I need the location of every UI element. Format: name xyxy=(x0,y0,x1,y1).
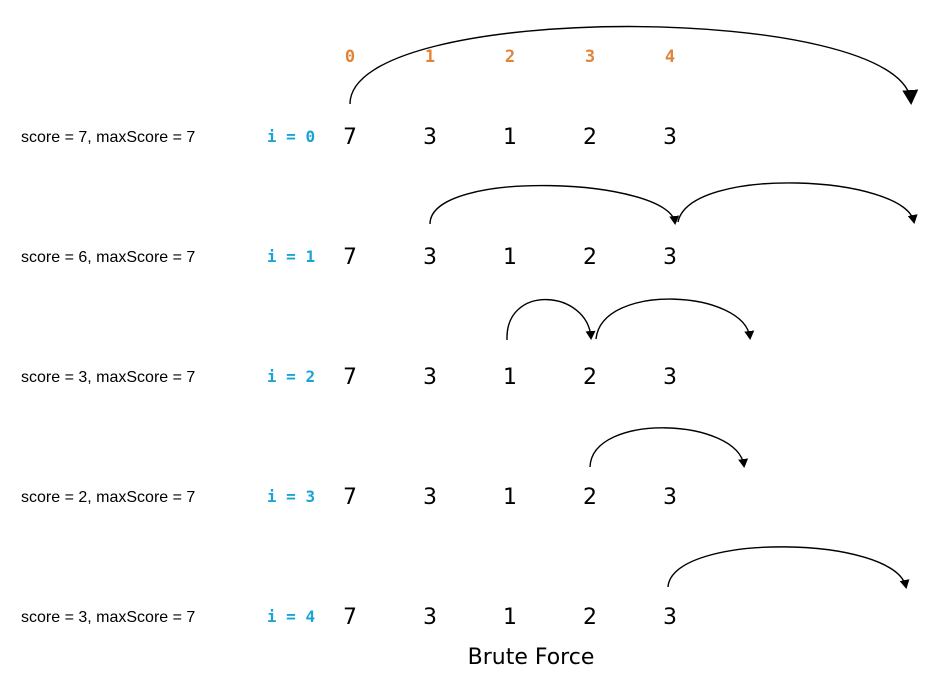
array-value: 7 xyxy=(343,605,357,630)
index-header: 0 1 2 3 4 xyxy=(345,47,675,67)
array-value: 3 xyxy=(423,365,437,390)
array-value: 1 xyxy=(503,485,517,510)
jump-arrow xyxy=(589,427,749,468)
index-label: 0 xyxy=(345,47,355,67)
array-value: 2 xyxy=(583,245,597,270)
row-i-4: score = 3, maxScore = 7 i = 4 7 3 1 2 3 xyxy=(21,546,910,630)
array-value: 3 xyxy=(663,125,677,150)
array-value: 2 xyxy=(583,485,597,510)
index-label: 2 xyxy=(505,47,515,67)
jump-arrow xyxy=(667,546,910,589)
array-value: 1 xyxy=(503,605,517,630)
array-value: 2 xyxy=(583,605,597,630)
score-text: score = 3, maxScore = 7 xyxy=(21,369,195,386)
row-i-1: score = 6, maxScore = 7 i = 1 7 3 1 2 3 xyxy=(21,182,918,270)
array-value: 3 xyxy=(423,485,437,510)
array-value: 1 xyxy=(503,245,517,270)
jump-arrow xyxy=(506,298,596,341)
array-value: 3 xyxy=(423,245,437,270)
array-value: 7 xyxy=(343,365,357,390)
array-value: 2 xyxy=(583,365,597,390)
array-value: 3 xyxy=(663,605,677,630)
row-i-0: score = 7, maxScore = 7 i = 0 7 3 1 2 3 xyxy=(21,25,919,150)
score-text: score = 2, maxScore = 7 xyxy=(21,489,195,506)
index-label: 4 xyxy=(665,47,675,67)
jump-arrow xyxy=(677,182,918,224)
array-value: 7 xyxy=(343,125,357,150)
jump-arrow xyxy=(429,184,680,225)
jump-arrow xyxy=(349,25,919,105)
row-i-2: score = 3, maxScore = 7 i = 2 7 3 1 2 3 xyxy=(21,298,755,390)
array-value: 3 xyxy=(423,125,437,150)
row-i-3: score = 2, maxScore = 7 i = 3 7 3 1 2 3 xyxy=(21,427,749,510)
array-value: 2 xyxy=(583,125,597,150)
array-value: 7 xyxy=(343,485,357,510)
array-value: 1 xyxy=(503,125,517,150)
array-value: 1 xyxy=(503,365,517,390)
diagram-caption: Brute Force xyxy=(468,645,595,670)
score-text: score = 6, maxScore = 7 xyxy=(21,249,195,266)
array-value: 3 xyxy=(663,485,677,510)
index-label: 1 xyxy=(425,47,435,67)
jump-arrow xyxy=(595,298,755,340)
i-label: i = 4 xyxy=(267,607,315,626)
score-text: score = 7, maxScore = 7 xyxy=(21,129,195,146)
array-value: 3 xyxy=(423,605,437,630)
array-value: 3 xyxy=(663,245,677,270)
score-text: score = 3, maxScore = 7 xyxy=(21,609,195,626)
i-label: i = 2 xyxy=(267,367,315,386)
index-label: 3 xyxy=(585,47,595,67)
i-label: i = 0 xyxy=(267,127,315,146)
array-value: 3 xyxy=(663,365,677,390)
i-label: i = 1 xyxy=(267,247,315,266)
i-label: i = 3 xyxy=(267,487,315,506)
array-value: 7 xyxy=(343,245,357,270)
